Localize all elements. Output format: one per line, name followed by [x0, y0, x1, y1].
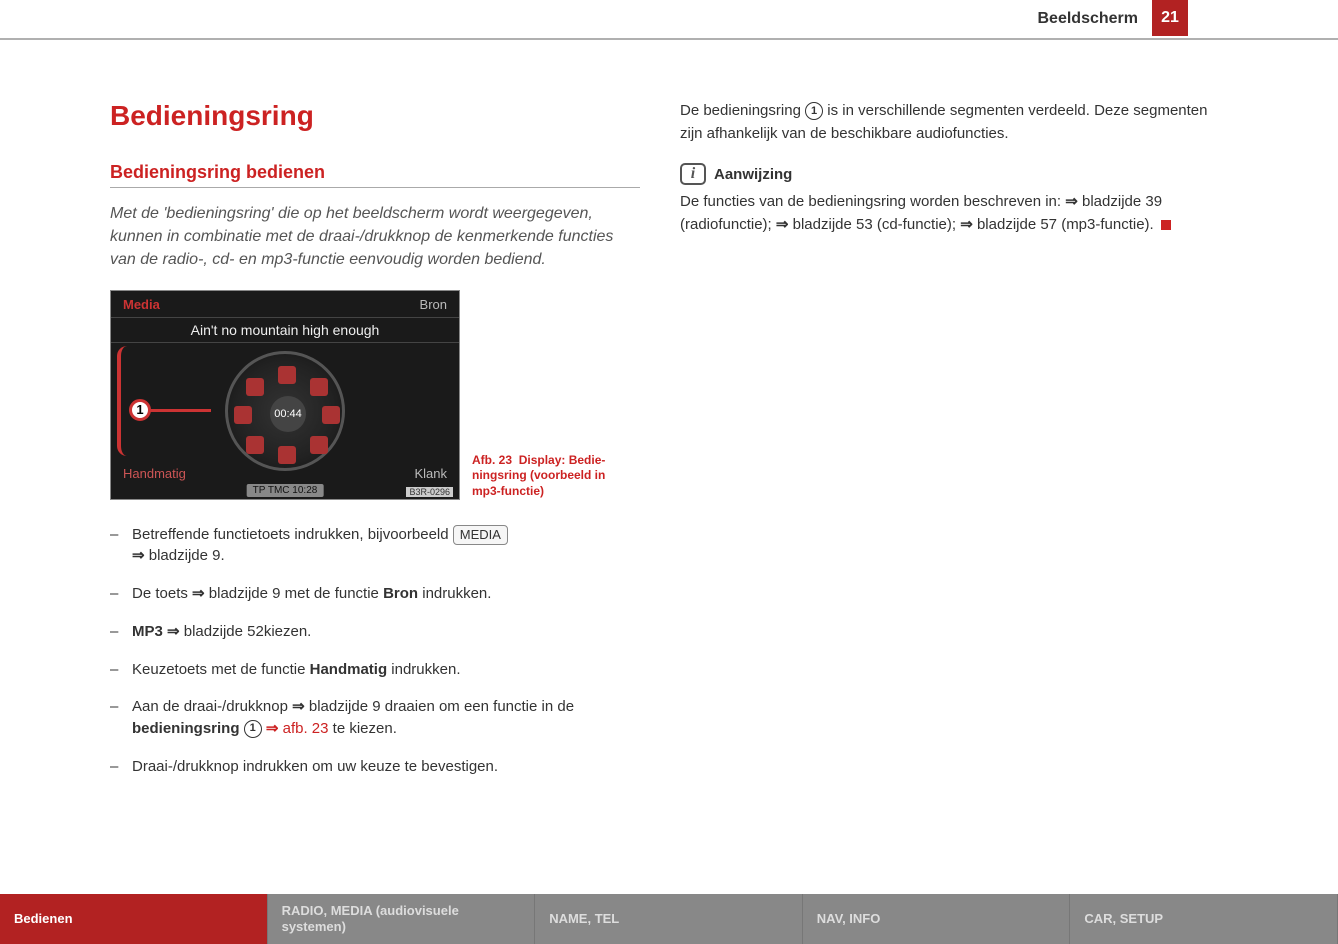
header-bar: Beeldscherm 21	[0, 0, 1338, 40]
paragraph: De bedieningsring 1 is in verschillende …	[680, 100, 1210, 145]
arrow-icon: ⇒	[132, 547, 145, 564]
step-text: Aan de draai-/drukknop	[132, 698, 292, 715]
step-3: MP3 ⇒ bladzijde 52kiezen.	[110, 621, 640, 643]
media-keycap: MEDIA	[453, 525, 508, 546]
arrow-icon: ⇒	[167, 623, 180, 640]
dial-segment	[310, 378, 328, 396]
step-text: bladzijde 9 met de functie	[205, 585, 383, 602]
footer-tab-car-setup[interactable]: CAR, SETUP	[1070, 894, 1338, 944]
arrow-icon: ⇒	[192, 585, 205, 602]
arrow-icon: ⇒	[776, 216, 789, 233]
step-text: bladzijde 9.	[145, 547, 225, 564]
fig-time: 00:44	[270, 396, 306, 432]
text: De functies van de bedieningsring worden…	[680, 193, 1065, 210]
arrow-icon: ⇒	[960, 216, 973, 233]
step-text: te kiezen.	[328, 720, 396, 737]
dial-segment	[278, 366, 296, 384]
arrow-icon: ⇒	[292, 698, 305, 715]
left-column: Bedieningsring Bedieningsring bedienen M…	[110, 100, 640, 794]
footer-nav: Bedienen RADIO, MEDIA (audiovisuele syst…	[0, 894, 1338, 944]
info-icon: i	[680, 163, 706, 185]
dial-segment	[278, 446, 296, 464]
fig-track-title: Ain't no mountain high enough	[111, 317, 459, 343]
step-text: indrukken.	[418, 585, 491, 602]
fig-callout-line	[149, 409, 211, 412]
page-number-badge: 21	[1152, 0, 1188, 36]
step-5: Aan de draai-/drukknop ⇒ bladzijde 9 dra…	[110, 696, 640, 740]
step-bold: Handmatig	[310, 661, 388, 678]
step-text: indrukken.	[387, 661, 460, 678]
circled-1: 1	[805, 102, 823, 120]
right-column: De bedieningsring 1 is in verschillende …	[680, 100, 1210, 794]
circled-1: 1	[244, 720, 262, 738]
step-text: De toets	[132, 585, 192, 602]
fig-callout-1: 1	[129, 399, 151, 421]
footer-tab-bedienen[interactable]: Bedienen	[0, 894, 268, 944]
fig-status-bar: TP TMC 10:28	[247, 484, 324, 497]
caption-prefix: Afb. 23	[472, 453, 512, 467]
fig-ref-link[interactable]: afb. 23	[278, 720, 328, 737]
text: De bedieningsring	[680, 102, 805, 119]
figure-display: Media Bron Ain't no mountain high enough…	[110, 290, 460, 500]
end-marker-icon	[1161, 220, 1171, 230]
fig-label-klank: Klank	[414, 466, 447, 481]
fig-label-handmatig: Handmatig	[123, 466, 186, 481]
step-text: Keuzetoets met de functie	[132, 661, 310, 678]
fig-dial: 00:44	[225, 351, 345, 471]
step-1: Betreffende functietoets indrukken, bijv…	[110, 524, 640, 568]
footer-tab-radio-media[interactable]: RADIO, MEDIA (audiovisuele systemen)	[268, 894, 536, 944]
step-bold: MP3	[132, 623, 163, 640]
step-text: bladzijde 9 draaien om een functie in de	[305, 698, 574, 715]
dial-segment	[246, 436, 264, 454]
header-section-title: Beeldscherm	[1038, 10, 1139, 28]
figure-caption: Afb. 23 Display: Bedie­ningsring (voorbe…	[472, 453, 632, 500]
step-bold: Bron	[383, 585, 418, 602]
figure-wrapper: Media Bron Ain't no mountain high enough…	[110, 290, 640, 500]
step-bold: bedieningsring	[132, 720, 240, 737]
dial-segment	[310, 436, 328, 454]
step-4: Keuzetoets met de functie Handmatig indr…	[110, 659, 640, 681]
fig-red-arc	[117, 346, 131, 456]
step-text: bladzijde 52kiezen.	[180, 623, 312, 640]
fig-code: B3R-0296	[406, 487, 453, 497]
dial-segment	[234, 406, 252, 424]
footer-tab-nav-info[interactable]: NAV, INFO	[803, 894, 1071, 944]
step-text: Draai-/drukknop indrukken om uw keuze te…	[132, 758, 498, 775]
note-label: Aanwijzing	[714, 166, 792, 183]
text: bladzijde 53 (cd-functie);	[788, 216, 960, 233]
arrow-icon: ⇒	[1065, 193, 1078, 210]
section-heading: Bedieningsring bedienen	[110, 162, 640, 188]
fig-label-bron: Bron	[420, 297, 447, 312]
arrow-icon: ⇒	[266, 720, 279, 737]
dial-segment	[322, 406, 340, 424]
fig-label-media: Media	[123, 297, 160, 312]
note-text: De functies van de bedieningsring worden…	[680, 191, 1210, 236]
dial-segment	[246, 378, 264, 396]
note-header: i Aanwijzing	[680, 163, 1210, 185]
step-list: Betreffende functietoets indrukken, bijv…	[110, 524, 640, 778]
intro-text: Met de 'bedieningsring' die op het beeld…	[110, 202, 640, 272]
footer-tab-name-tel[interactable]: NAME, TEL	[535, 894, 803, 944]
text: bladzijde 57 (mp3-functie).	[973, 216, 1154, 233]
step-text: Betreffende functietoets indrukken, bijv…	[132, 526, 453, 543]
content-columns: Bedieningsring Bedieningsring bedienen M…	[110, 100, 1210, 794]
step-6: Draai-/drukknop indrukken om uw keuze te…	[110, 756, 640, 778]
step-2: De toets ⇒ bladzijde 9 met de functie Br…	[110, 583, 640, 605]
page-title: Bedieningsring	[110, 100, 640, 132]
